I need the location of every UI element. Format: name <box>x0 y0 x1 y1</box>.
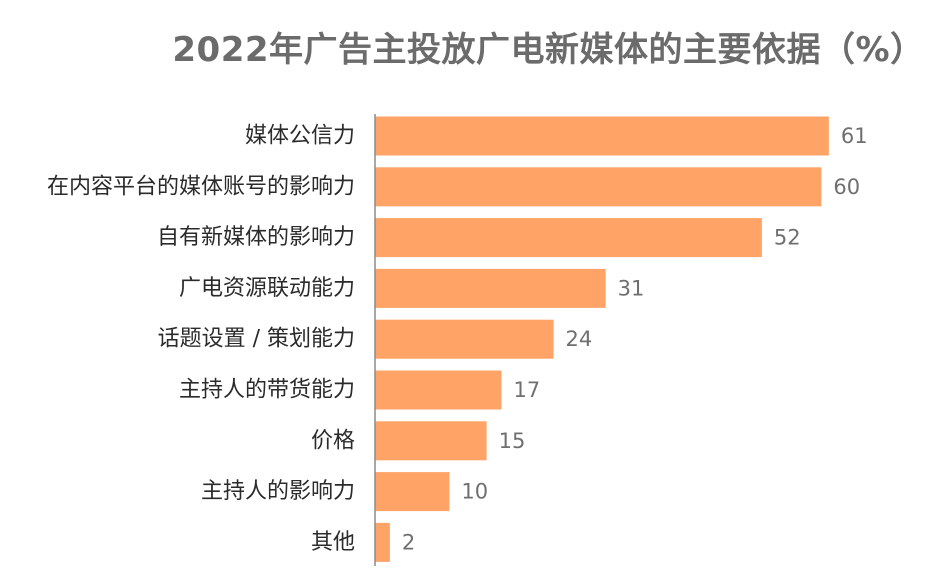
value-labels-group: 61 60 52 31 24 17 15 10 2 <box>402 124 868 554</box>
value-label-1: 60 <box>833 175 860 199</box>
value-label-7: 10 <box>461 480 488 504</box>
value-label-0: 61 <box>841 124 868 148</box>
category-label-5: 主持人的带货能力 <box>179 378 355 403</box>
category-label-7: 主持人的影响力 <box>201 479 355 504</box>
bar-8 <box>375 522 390 562</box>
category-label-1: 在内容平台的媒体账号的影响力 <box>47 174 355 199</box>
category-label-0: 媒体公信力 <box>245 124 355 149</box>
bar-1 <box>375 167 822 207</box>
bar-5 <box>375 370 502 410</box>
bar-0 <box>375 116 829 156</box>
category-label-8: 其他 <box>311 530 355 555</box>
value-label-3: 31 <box>618 276 645 300</box>
category-label-3: 广电资源联动能力 <box>179 276 355 301</box>
value-label-6: 15 <box>499 429 526 453</box>
value-label-5: 17 <box>513 378 540 402</box>
category-label-2: 自有新媒体的影响力 <box>157 225 355 250</box>
value-label-2: 52 <box>774 226 801 250</box>
bar-3 <box>375 268 606 308</box>
bar-4 <box>375 319 554 359</box>
bar-6 <box>375 421 487 461</box>
value-label-8: 2 <box>402 530 415 554</box>
category-label-6: 价格 <box>311 428 355 453</box>
category-labels-group: 媒体公信力在内容平台的媒体账号的影响力自有新媒体的影响力广电资源联动能力话题设置… <box>47 124 355 555</box>
category-label-4: 话题设置 / 策划能力 <box>158 327 355 352</box>
bar-2 <box>375 218 762 258</box>
bar-7 <box>375 472 450 512</box>
value-label-4: 24 <box>566 327 593 351</box>
bars-group <box>375 116 829 562</box>
chart-title: 2022年广告主投放广电新媒体的主要依据（%） <box>172 30 925 70</box>
